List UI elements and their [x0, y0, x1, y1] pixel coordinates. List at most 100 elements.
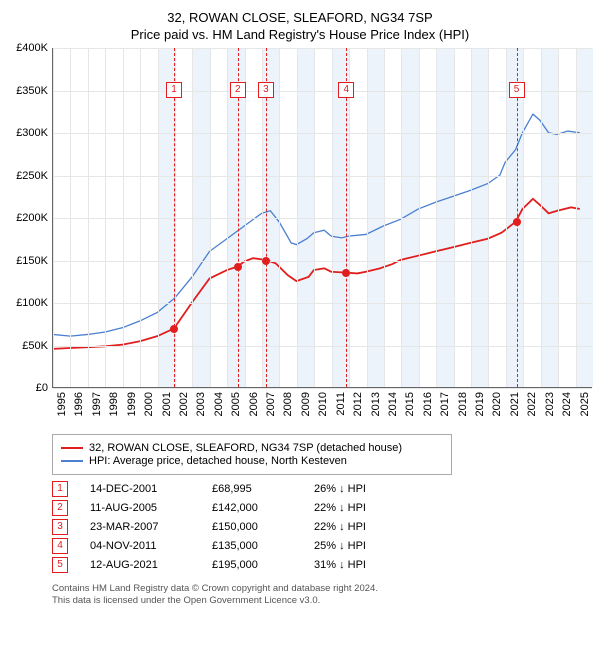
gridline [541, 48, 542, 387]
gridline [123, 48, 124, 387]
gridline [454, 48, 455, 387]
x-tick-label: 2019 [474, 392, 486, 416]
event-price: £150,000 [212, 521, 292, 533]
event-price: £135,000 [212, 540, 292, 552]
x-tick-label: 2014 [387, 392, 399, 416]
gridline [210, 48, 211, 387]
gridline [53, 346, 592, 347]
legend-label: HPI: Average price, detached house, Nort… [89, 455, 347, 467]
x-tick-label: 2009 [300, 392, 312, 416]
gridline [401, 48, 402, 387]
event-price: £142,000 [212, 502, 292, 514]
event-marker-box: 2 [230, 82, 246, 98]
gridline [245, 48, 246, 387]
event-price: £195,000 [212, 559, 292, 571]
event-price: £68,995 [212, 483, 292, 495]
price-marker [262, 257, 270, 265]
event-number: 4 [52, 538, 68, 554]
gridline [576, 48, 577, 387]
gridline [419, 48, 420, 387]
gridline [332, 48, 333, 387]
gridline [279, 48, 280, 387]
event-line [266, 48, 267, 387]
event-diff: 31% ↓ HPI [314, 559, 394, 571]
y-tick-label: £50K [22, 340, 48, 352]
event-row: 3 23-MAR-2007 £150,000 22% ↓ HPI [52, 519, 592, 535]
legend-label: 32, ROWAN CLOSE, SLEAFORD, NG34 7SP (det… [89, 442, 402, 454]
x-tick-label: 2005 [230, 392, 242, 416]
event-row: 512-AUG-2021£195,00031% ↓ HPI [52, 557, 592, 573]
legend-item: 32, ROWAN CLOSE, SLEAFORD, NG34 7SP (det… [61, 442, 443, 454]
x-tick-label: 2006 [248, 392, 260, 416]
event-diff: 22% ↓ HPI [314, 521, 394, 533]
event-diff: 25% ↓ HPI [314, 540, 394, 552]
gridline [175, 48, 176, 387]
y-tick-label: £0 [36, 382, 48, 394]
plot-area: 12345 [52, 48, 592, 388]
x-tick-label: 2015 [404, 392, 416, 416]
event-diff: 26% ↓ HPI [314, 483, 394, 495]
event-number: 3 [52, 519, 68, 535]
chart: £0£50K£100K£150K£200K£250K£300K£350K£400… [8, 48, 592, 428]
page-title: 32, ROWAN CLOSE, SLEAFORD, NG34 7SP [8, 10, 592, 25]
gridline [349, 48, 350, 387]
gridline [192, 48, 193, 387]
legend-swatch [61, 460, 83, 462]
gridline [227, 48, 228, 387]
y-tick-label: £250K [16, 170, 48, 182]
event-date: 23-MAR-2007 [90, 521, 190, 533]
legend-item: HPI: Average price, detached house, Nort… [61, 455, 443, 467]
x-tick-label: 2023 [544, 392, 556, 416]
gridline [488, 48, 489, 387]
event-marker-box: 5 [509, 82, 525, 98]
x-tick-label: 2013 [370, 392, 382, 416]
footer: Contains HM Land Registry data © Crown c… [52, 583, 592, 608]
x-tick-label: 2025 [579, 392, 591, 416]
gridline [471, 48, 472, 387]
gridline [70, 48, 71, 387]
y-tick-label: £150K [16, 255, 48, 267]
gridline [262, 48, 263, 387]
gridline [53, 48, 592, 49]
x-tick-label: 2021 [509, 392, 521, 416]
x-tick-label: 2012 [352, 392, 364, 416]
x-axis-labels: 1995199619971998199920002001200220032004… [52, 388, 592, 428]
price-marker [342, 269, 350, 277]
event-date: 14-DEC-2001 [90, 483, 190, 495]
x-tick-label: 2007 [265, 392, 277, 416]
x-tick-label: 2000 [143, 392, 155, 416]
event-marker-box: 1 [166, 82, 182, 98]
y-tick-label: £200K [16, 212, 48, 224]
x-tick-label: 2004 [213, 392, 225, 416]
event-row: 404-NOV-2011£135,00025% ↓ HPI [52, 538, 592, 554]
legend-swatch [61, 447, 83, 449]
y-axis-labels: £0£50K£100K£150K£200K£250K£300K£350K£400… [8, 48, 52, 388]
gridline [53, 218, 592, 219]
gridline [105, 48, 106, 387]
x-tick-label: 2017 [439, 392, 451, 416]
y-tick-label: £300K [16, 127, 48, 139]
x-tick-label: 2022 [526, 392, 538, 416]
gridline [384, 48, 385, 387]
x-tick-label: 1998 [108, 392, 120, 416]
event-number: 1 [52, 481, 68, 497]
subtitle: Price paid vs. HM Land Registry's House … [8, 27, 592, 42]
legend: 32, ROWAN CLOSE, SLEAFORD, NG34 7SP (det… [52, 434, 452, 475]
event-row: 1 14-DEC-2001 £68,995 26% ↓ HPI [52, 481, 592, 497]
event-diff: 22% ↓ HPI [314, 502, 394, 514]
x-tick-label: 1996 [73, 392, 85, 416]
x-tick-label: 2020 [491, 392, 503, 416]
event-line [174, 48, 175, 387]
events-table: 114-DEC-2001£68,99526% ↓ HPI211-AUG-2005… [52, 481, 592, 573]
gridline [88, 48, 89, 387]
x-tick-label: 2001 [161, 392, 173, 416]
x-tick-label: 2024 [561, 392, 573, 416]
series-property [53, 199, 580, 349]
gridline [506, 48, 507, 387]
x-tick-label: 1999 [126, 392, 138, 416]
event-line [346, 48, 347, 387]
gridline [314, 48, 315, 387]
x-tick-label: 2008 [282, 392, 294, 416]
x-tick-label: 2011 [335, 392, 347, 416]
gridline [53, 133, 592, 134]
